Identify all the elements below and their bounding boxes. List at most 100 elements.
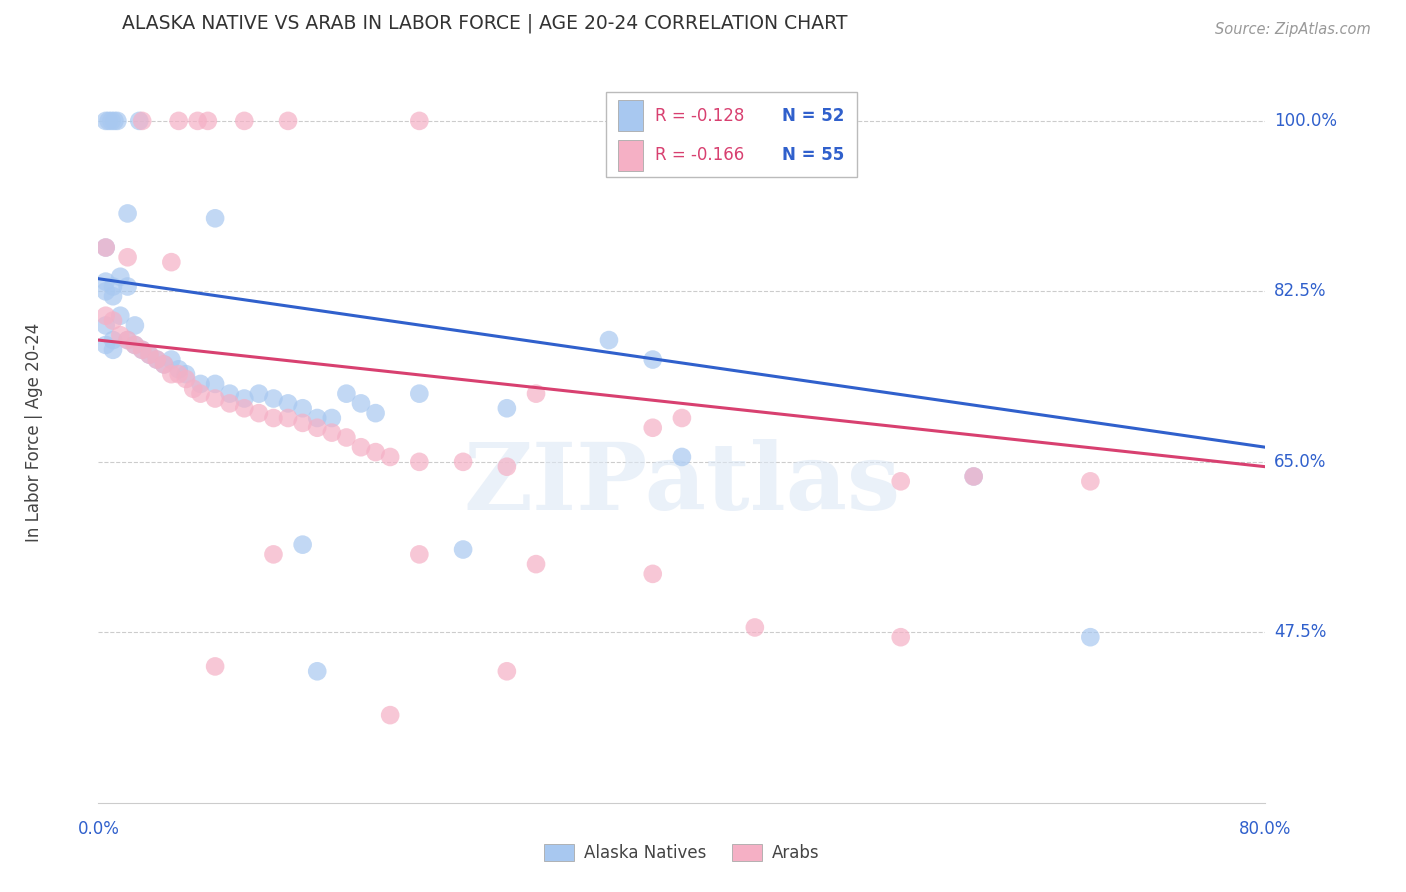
Point	[101, 333, 124, 347]
Point	[131, 343, 153, 357]
Point	[408, 455, 430, 469]
Text: In Labor Force | Age 20-24: In Labor Force | Age 20-24	[25, 323, 44, 542]
Point	[100, 114, 122, 128]
Point	[94, 240, 117, 255]
Text: 65.0%: 65.0%	[1274, 453, 1326, 471]
Point	[496, 401, 519, 416]
Point	[160, 255, 183, 269]
Point	[524, 557, 547, 571]
Point	[124, 338, 146, 352]
Point	[307, 421, 329, 435]
Point	[364, 445, 387, 459]
Point	[233, 114, 256, 128]
Point	[233, 401, 256, 416]
Point	[94, 309, 117, 323]
Point	[380, 708, 402, 723]
Point	[174, 367, 197, 381]
Point	[350, 440, 373, 454]
Point	[167, 114, 190, 128]
Point	[110, 328, 132, 343]
Point	[408, 114, 430, 128]
Text: N = 55: N = 55	[782, 146, 844, 164]
Point	[101, 343, 124, 357]
Point	[94, 240, 117, 255]
Point	[277, 114, 299, 128]
Text: ZIPatlas: ZIPatlas	[464, 440, 900, 530]
Point	[187, 114, 209, 128]
Point	[117, 333, 139, 347]
Point	[146, 352, 169, 367]
Point	[160, 367, 183, 381]
Point	[117, 279, 139, 293]
Point	[451, 542, 474, 557]
Point	[641, 566, 664, 581]
Point	[101, 279, 124, 293]
Point	[94, 114, 117, 128]
Point	[138, 348, 160, 362]
Point	[110, 269, 132, 284]
Point	[408, 548, 430, 562]
Point	[496, 459, 519, 474]
Text: 80.0%: 80.0%	[1239, 821, 1292, 838]
Point	[128, 114, 150, 128]
Point	[247, 406, 270, 420]
Point	[291, 401, 314, 416]
Point	[335, 430, 357, 444]
Point	[291, 538, 314, 552]
Point	[190, 376, 212, 391]
Point	[671, 450, 693, 464]
Point	[103, 114, 125, 128]
Point	[146, 352, 169, 367]
FancyBboxPatch shape	[617, 100, 644, 131]
Point	[124, 318, 146, 333]
Point	[962, 469, 984, 483]
FancyBboxPatch shape	[606, 92, 858, 178]
Point	[124, 338, 146, 352]
Text: 100.0%: 100.0%	[1274, 112, 1337, 130]
Point	[94, 318, 117, 333]
Point	[1080, 630, 1102, 644]
Point	[262, 392, 284, 406]
Point	[350, 396, 373, 410]
Point	[153, 358, 176, 372]
Point	[364, 406, 387, 420]
Text: 47.5%: 47.5%	[1274, 624, 1326, 641]
Point	[641, 352, 664, 367]
Point	[671, 411, 693, 425]
Point	[94, 338, 117, 352]
Text: 0.0%: 0.0%	[77, 821, 120, 838]
Point	[197, 114, 219, 128]
Point	[101, 289, 124, 303]
Point	[105, 114, 128, 128]
Point	[744, 620, 766, 634]
Point	[277, 396, 299, 410]
Point	[153, 358, 176, 372]
Point	[117, 206, 139, 220]
Point	[962, 469, 984, 483]
Text: N = 52: N = 52	[782, 107, 844, 125]
Point	[117, 250, 139, 264]
Point	[167, 362, 190, 376]
FancyBboxPatch shape	[617, 139, 644, 170]
Point	[291, 416, 314, 430]
Point	[181, 382, 204, 396]
Point	[160, 352, 183, 367]
Point	[204, 376, 226, 391]
Point	[277, 411, 299, 425]
Point	[1080, 475, 1102, 489]
Point	[307, 665, 329, 679]
Point	[94, 285, 117, 299]
Point	[524, 386, 547, 401]
Point	[321, 425, 343, 440]
Point	[174, 372, 197, 386]
Text: R = -0.166: R = -0.166	[655, 146, 744, 164]
Point	[451, 455, 474, 469]
Legend: Alaska Natives, Arabs: Alaska Natives, Arabs	[537, 837, 827, 869]
Point	[167, 367, 190, 381]
Point	[218, 396, 240, 410]
Point	[307, 411, 329, 425]
Point	[890, 475, 912, 489]
Point	[233, 392, 256, 406]
Point	[131, 114, 153, 128]
Point	[204, 211, 226, 226]
